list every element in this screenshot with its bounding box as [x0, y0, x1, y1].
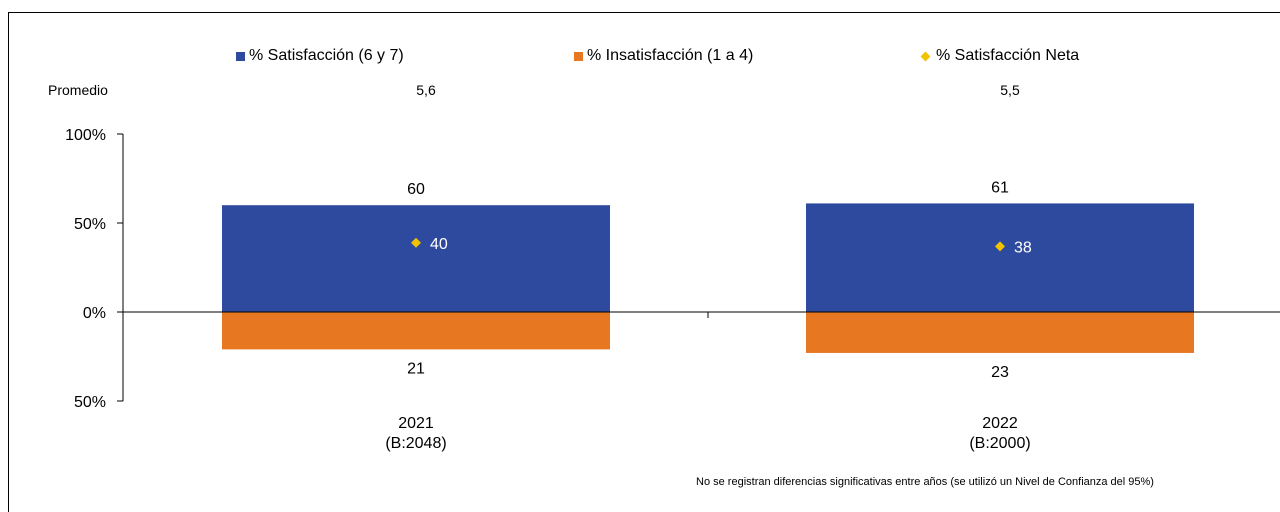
promedio-value-2021: 5,6: [416, 82, 436, 98]
label-satisfaccion-2022: 61: [991, 179, 1009, 196]
bar-insatisfaccion-2022: [806, 312, 1194, 353]
marker-satisfaccion-neta-2021: [411, 237, 421, 248]
y-tick-label-2: 0%: [83, 305, 106, 322]
legend-item-satisfaccion-neta: % Satisfacción Neta: [920, 46, 1079, 66]
label-satisfaccion-neta-2022: 38: [1014, 239, 1032, 256]
category-label-2021: 2021: [398, 415, 434, 432]
label-satisfaccion-2021: 60: [407, 181, 425, 198]
label-satisfaccion-neta-2021: 40: [430, 236, 448, 253]
legend-swatch-insatisfaccion: [574, 51, 583, 61]
category-label-2022: 2022: [982, 415, 1018, 432]
bar-satisfaccion-2022: [806, 203, 1194, 312]
label-insatisfaccion-2021: 21: [407, 360, 425, 377]
category-sublabel-2021: (B:2048): [385, 435, 446, 452]
bar-satisfaccion-2021: [222, 205, 610, 312]
category-sublabel-2022: (B:2000): [969, 435, 1030, 452]
y-tick-label-3: 50%: [74, 394, 106, 411]
legend-item-satisfaccion: % Satisfacción (6 y 7): [236, 46, 404, 66]
y-tick-label-1: 50%: [74, 216, 106, 233]
promedio-value-2022: 5,5: [1000, 82, 1020, 98]
legend-label-satisfaccion-neta: % Satisfacción Neta: [936, 47, 1080, 64]
label-insatisfaccion-2022: 23: [991, 364, 1009, 381]
legend-item-insatisfaccion: % Insatisfacción (1 a 4): [574, 46, 753, 66]
footnote: No se registran diferencias significativ…: [696, 476, 1154, 488]
promedio-label: Promedio: [48, 82, 108, 98]
bar-insatisfaccion-2021: [222, 312, 610, 350]
legend-label-satisfaccion: % Satisfacción (6 y 7): [249, 47, 404, 64]
marker-satisfaccion-neta-2022: [995, 241, 1005, 252]
legend-swatch-satisfaccion: [236, 51, 245, 61]
chart-plot: 60 21 40 2021 (B:2048) 61 23 38 2022 (B:2000) 100%…: [65, 127, 1280, 452]
chart-frame: [8, 12, 1280, 512]
y-tick-label-0: 100%: [65, 127, 106, 144]
legend-label-insatisfaccion: % Insatisfacción (1 a 4): [587, 47, 754, 64]
